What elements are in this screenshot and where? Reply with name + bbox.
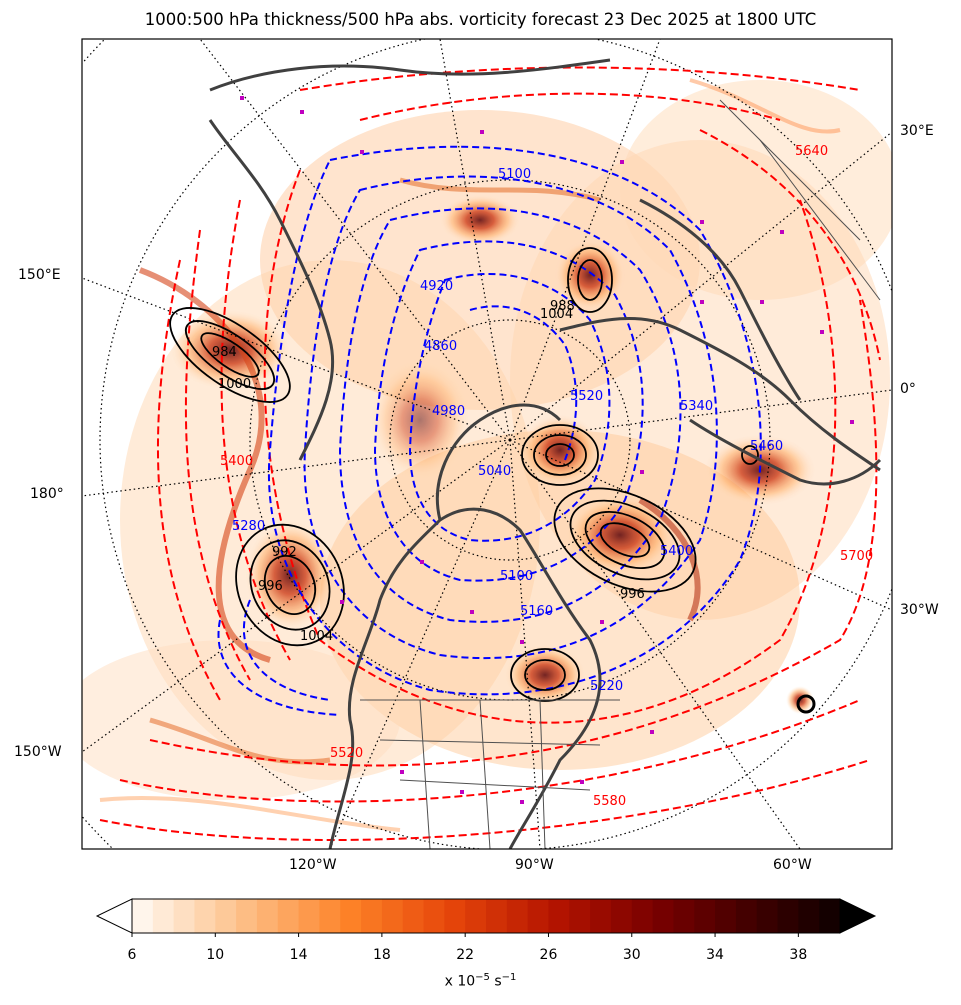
station-markers	[240, 96, 854, 804]
colorbar-cell	[548, 899, 570, 933]
borders	[360, 99, 881, 849]
colorbar-extend-min	[95, 898, 133, 934]
colorbar-cell	[236, 899, 258, 933]
colorbar-cell	[298, 899, 320, 933]
colorbar-cell	[590, 899, 612, 933]
colorbar-tick-label: 10	[206, 947, 225, 963]
lon-label-right-3: 30°W	[900, 602, 939, 618]
colorbar-cell	[694, 899, 716, 933]
red-label: 5700	[840, 549, 873, 564]
mslp-label: 996	[258, 579, 283, 594]
blue-label: 4860	[424, 339, 457, 354]
blue-label: 4920	[420, 279, 453, 294]
lon-label-bottom-2: 90°W	[515, 857, 554, 873]
blue-label: 5280	[232, 519, 265, 534]
red-label: 5580	[593, 794, 626, 809]
colorbar-tick-label: 22	[456, 947, 475, 963]
colorbar-tick-label: 34	[706, 947, 724, 963]
colorbar-cells	[132, 899, 841, 933]
colorbar-cell	[423, 899, 445, 933]
colorbar-cell	[465, 899, 487, 933]
colorbar-cell	[527, 899, 549, 933]
colorbar-cell	[673, 899, 695, 933]
blue-label: 4980	[432, 404, 465, 419]
lon-label-bottom-3: 60°W	[773, 857, 812, 873]
colorbar-cell	[735, 899, 758, 933]
mslp-contours	[169, 247, 816, 714]
blue-label: 5040	[478, 464, 511, 479]
lon-label-bottom-1: 120°W	[289, 857, 337, 873]
mslp-label: 1000	[218, 377, 251, 392]
colorbar-cell	[569, 899, 591, 933]
blue-label: 5340	[680, 399, 713, 414]
colorbar-cell	[319, 899, 341, 933]
blue-label: 5100	[498, 167, 531, 182]
mslp-label: 988	[550, 299, 575, 314]
colorbar-tick-label: 14	[289, 947, 308, 963]
red-label: 5640	[795, 144, 828, 159]
coastlines	[208, 58, 882, 849]
colorbar-cell	[173, 899, 195, 933]
red-label: 5400	[220, 454, 253, 469]
colorbar-cell	[610, 899, 633, 933]
colorbar-tick-label: 38	[789, 947, 808, 963]
colorbar-tick-label: 18	[372, 947, 391, 963]
red-label: 5520	[330, 746, 363, 761]
lon-label-right-2: 0°	[900, 381, 916, 397]
lon-label-left-2: 180°	[30, 486, 64, 502]
colorbar-cell	[361, 899, 383, 933]
thickness-labels-cold: 5100 4920 4860 4980 5040 5100 5160 5220 …	[232, 167, 783, 694]
map-frame	[81, 38, 893, 850]
mslp-label: 1004	[300, 629, 333, 644]
map-title: 1000:500 hPa thickness/500 hPa abs. vort…	[144, 10, 817, 29]
colorbar-cell	[277, 899, 300, 933]
colorbar-cell	[715, 899, 737, 933]
mslp-label: 992	[272, 545, 297, 560]
blue-label: 5160	[520, 604, 553, 619]
blue-label: 5520	[570, 389, 603, 404]
colorbar-cell	[132, 899, 154, 933]
mslp-labels: 984 988 992 996 1000 1004 996 1004	[212, 299, 645, 644]
blue-label: 5400	[660, 544, 693, 559]
thickness-contours-cold	[217, 145, 762, 716]
colorbar-cell	[777, 899, 799, 933]
colorbar-cell	[402, 899, 425, 933]
colorbar-cell	[215, 899, 237, 933]
colorbar-frame	[131, 898, 841, 934]
colorbar-cell	[256, 899, 279, 933]
blue-label: 5220	[590, 679, 623, 694]
colorbar-cell	[152, 899, 175, 933]
lon-label-left-3: 150°W	[14, 744, 62, 760]
mslp-label: 996	[620, 587, 645, 602]
colorbar-cell	[381, 899, 404, 933]
colorbar-cell	[631, 899, 654, 933]
blue-label: 5460	[750, 439, 783, 454]
colorbar-tick-label: 26	[539, 947, 558, 963]
mslp-label: 984	[212, 345, 237, 360]
colorbar-cell	[819, 899, 841, 933]
lon-label-right-1: 30°E	[900, 123, 934, 139]
lon-label-left-1: 150°E	[18, 267, 61, 283]
colorbar-cell	[506, 899, 529, 933]
colorbar-extend-max	[839, 898, 877, 934]
colorbar-label: x 10−5 s−1	[444, 972, 517, 990]
thickness-labels-warm: 5400 5520 5580 5640 5700	[220, 144, 873, 809]
colorbar-cell	[756, 899, 779, 933]
blue-label: 5100	[500, 569, 533, 584]
colorbar-tick-label: 6	[127, 947, 137, 963]
colorbar-cell	[340, 899, 362, 933]
colorbar-cell	[798, 899, 820, 933]
colorbar-cell	[652, 899, 674, 933]
colorbar-cell	[194, 899, 216, 933]
colorbar-cell	[486, 899, 508, 933]
colorbar-cell	[444, 899, 466, 933]
colorbar-tick-label: 30	[622, 947, 641, 963]
mslp-label: 1004	[540, 307, 573, 322]
